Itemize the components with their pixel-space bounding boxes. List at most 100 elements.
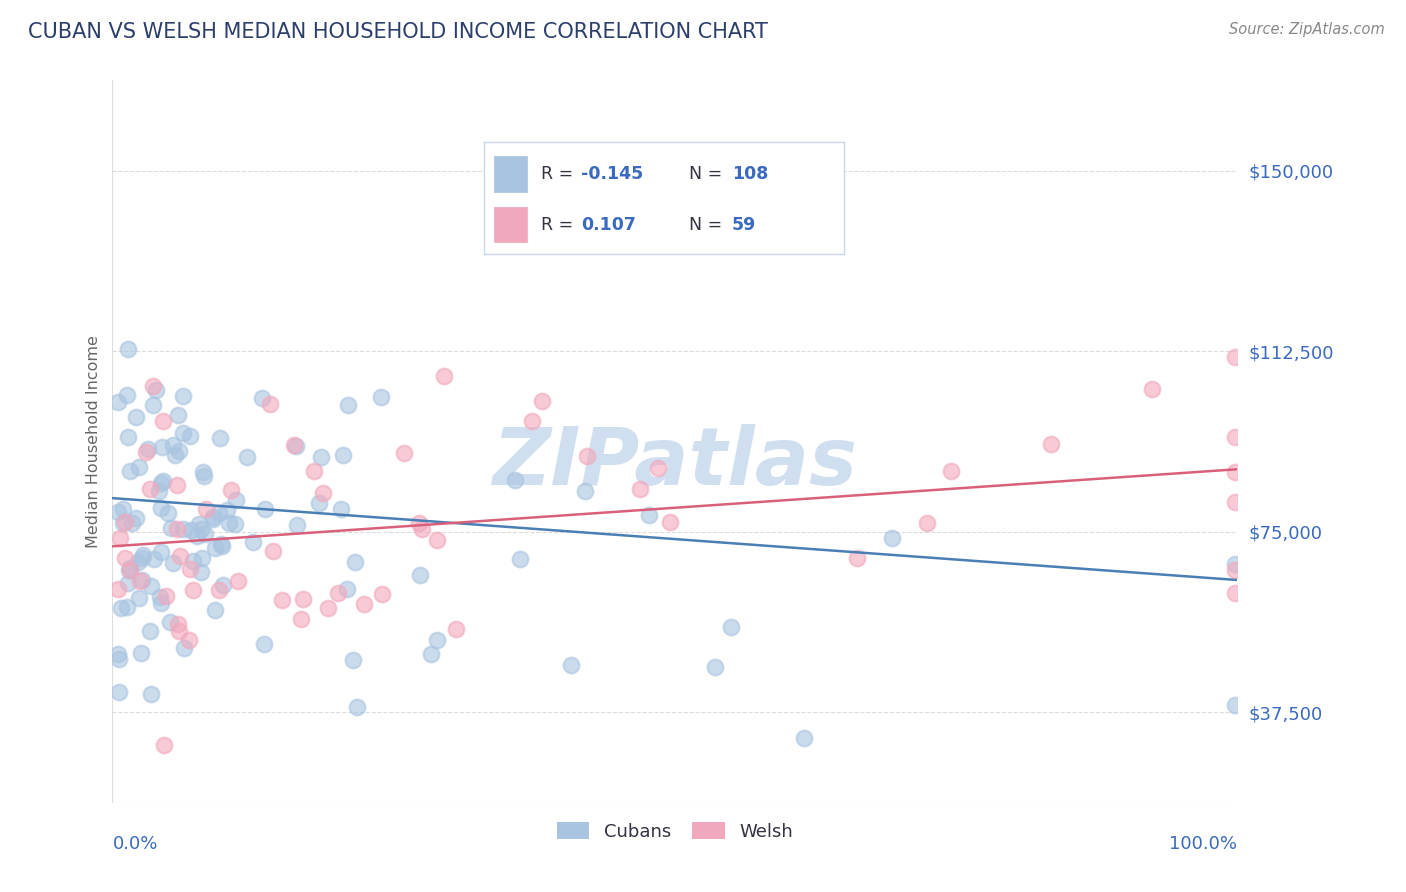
Point <box>316 600 339 615</box>
Point <box>1223 465 1246 479</box>
Point <box>107 647 129 661</box>
Point <box>172 426 194 441</box>
Point <box>426 533 449 547</box>
Point <box>283 438 305 452</box>
Point <box>628 482 651 496</box>
Point <box>846 550 869 565</box>
Point <box>165 448 187 462</box>
Point <box>560 657 582 672</box>
Point <box>135 445 157 459</box>
Legend: Cubans, Welsh: Cubans, Welsh <box>550 815 800 848</box>
Point <box>107 582 129 597</box>
Point <box>150 440 173 454</box>
Point <box>253 502 276 516</box>
Point <box>409 568 432 582</box>
Point <box>242 534 264 549</box>
Point <box>193 469 215 483</box>
Point <box>167 617 190 632</box>
Point <box>166 408 188 422</box>
Point <box>530 393 553 408</box>
Point <box>160 521 183 535</box>
Point <box>1223 563 1246 577</box>
Point <box>121 516 143 530</box>
Point <box>312 485 335 500</box>
Point <box>576 449 599 463</box>
Point <box>139 482 162 496</box>
Text: CUBAN VS WELSH MEDIAN HOUSEHOLD INCOME CORRELATION CHART: CUBAN VS WELSH MEDIAN HOUSEHOLD INCOME C… <box>28 22 768 42</box>
Point <box>118 464 141 478</box>
Point <box>162 557 184 571</box>
Point <box>1140 382 1163 396</box>
Point <box>259 397 281 411</box>
Point <box>166 478 188 492</box>
Point <box>336 398 359 412</box>
Point <box>342 653 364 667</box>
Point <box>208 506 231 520</box>
Point <box>186 529 208 543</box>
Point <box>187 516 209 531</box>
Point <box>181 582 204 597</box>
Point <box>114 515 136 529</box>
Point <box>285 518 308 533</box>
Point <box>236 450 259 464</box>
Point <box>181 554 204 568</box>
Point <box>224 517 246 532</box>
Point <box>194 527 217 541</box>
Point <box>131 551 153 566</box>
Point <box>108 684 131 698</box>
Point <box>128 459 150 474</box>
Point <box>179 562 201 576</box>
Point <box>219 483 242 497</box>
Point <box>793 731 815 745</box>
Point <box>145 383 167 397</box>
Point <box>218 516 240 530</box>
Point <box>353 597 375 611</box>
Point <box>108 532 131 546</box>
Point <box>152 474 174 488</box>
Point <box>129 646 152 660</box>
Point <box>343 555 366 569</box>
Point <box>503 473 526 487</box>
Point <box>155 589 177 603</box>
Point <box>148 484 170 499</box>
Point <box>370 390 392 404</box>
Point <box>329 502 352 516</box>
Point <box>159 615 181 629</box>
Point <box>173 641 195 656</box>
Point <box>117 575 139 590</box>
Point <box>142 378 165 392</box>
Point <box>124 510 146 524</box>
Point <box>107 394 129 409</box>
Point <box>149 500 172 515</box>
Point <box>252 391 274 405</box>
Point <box>169 549 191 563</box>
Point <box>253 637 276 651</box>
Point <box>190 522 212 536</box>
Point <box>336 582 359 597</box>
Point <box>332 449 354 463</box>
Point <box>509 552 531 566</box>
Point <box>149 544 172 558</box>
Point <box>201 509 224 524</box>
Point <box>110 600 132 615</box>
Point <box>658 515 681 529</box>
Point <box>446 622 468 636</box>
Point <box>127 555 149 569</box>
Point <box>152 414 174 428</box>
Point <box>1223 586 1246 600</box>
Point <box>226 574 249 589</box>
Point <box>939 464 962 478</box>
Point <box>290 612 312 626</box>
Point <box>141 579 163 593</box>
Point <box>647 461 669 475</box>
Point <box>392 446 415 460</box>
Text: 0.0%: 0.0% <box>112 835 157 854</box>
Y-axis label: Median Household Income: Median Household Income <box>86 335 101 548</box>
Point <box>262 544 284 558</box>
Point <box>138 442 160 457</box>
Point <box>193 465 215 479</box>
Point <box>107 505 129 519</box>
Point <box>209 537 232 551</box>
Point <box>112 501 135 516</box>
Point <box>156 506 179 520</box>
